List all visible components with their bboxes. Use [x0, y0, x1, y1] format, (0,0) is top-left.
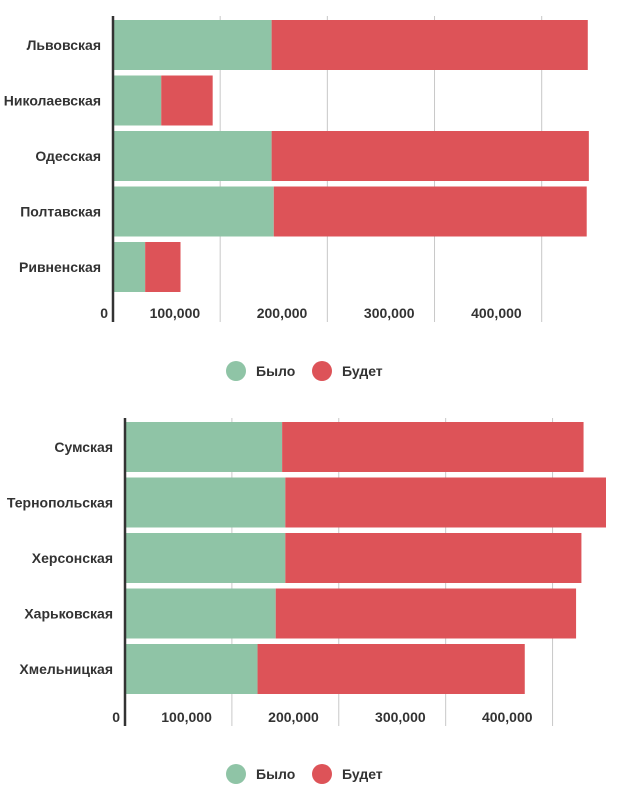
- bar-after-2: [285, 477, 606, 528]
- bar-after-1: [282, 422, 584, 472]
- legend-swatch-before: [226, 361, 246, 381]
- x-tick-label: 400,000: [482, 709, 533, 725]
- bar-after-2: [161, 75, 213, 126]
- chart-top: Львовская Николаевская Одесская Полтавская Р…: [4, 16, 589, 381]
- bar-after-3: [271, 131, 589, 181]
- x-tick-label: 0: [112, 709, 120, 725]
- bar-before-2: [113, 75, 162, 126]
- legend-label-after: Будет: [342, 363, 383, 379]
- bar-before-3: [125, 533, 286, 583]
- bar-before-5: [125, 644, 258, 694]
- x-tick-label: 300,000: [364, 305, 415, 321]
- bar-before-3: [113, 131, 272, 181]
- bar-before-2: [125, 477, 286, 528]
- legend-label-before: Было: [256, 363, 295, 379]
- category-label: Полтавская: [20, 204, 101, 220]
- x-tick-label: 200,000: [268, 709, 319, 725]
- bar-after-5: [145, 242, 181, 292]
- category-label: Николаевская: [4, 93, 101, 109]
- x-tick-label: 0: [100, 305, 108, 321]
- category-label: Тернопольская: [7, 495, 113, 511]
- category-label: Харьковская: [24, 606, 113, 622]
- legend-swatch-after: [312, 764, 332, 784]
- x-tick-label: 200,000: [257, 305, 308, 321]
- bar-after-5: [257, 644, 525, 694]
- chart-bottom: Сумская Тернопольская Херсонская Харьковска…: [7, 418, 606, 784]
- x-tick-label: 300,000: [375, 709, 426, 725]
- x-tick-label: 100,000: [150, 305, 201, 321]
- bar-after-4: [275, 588, 577, 639]
- bar-before-1: [125, 422, 283, 472]
- bar-after-1: [271, 20, 588, 70]
- category-label: Херсонская: [32, 550, 113, 566]
- bar-after-3: [285, 533, 582, 583]
- category-label: Одесская: [35, 148, 101, 164]
- x-tick-label: 400,000: [471, 305, 522, 321]
- category-label: Ривненская: [19, 259, 101, 275]
- bar-after-4: [273, 186, 587, 237]
- category-label: Сумская: [54, 439, 113, 455]
- x-tick-label: 100,000: [161, 709, 212, 725]
- legend-label-before: Было: [256, 766, 295, 782]
- bar-before-4: [125, 588, 276, 639]
- legend-swatch-after: [312, 361, 332, 381]
- legend-swatch-before: [226, 764, 246, 784]
- bar-before-1: [113, 20, 272, 70]
- category-label: Хмельницкая: [19, 661, 113, 677]
- category-label: Львовская: [27, 37, 101, 53]
- bar-before-4: [113, 186, 274, 237]
- legend-label-after: Будет: [342, 766, 383, 782]
- bar-before-5: [113, 242, 146, 292]
